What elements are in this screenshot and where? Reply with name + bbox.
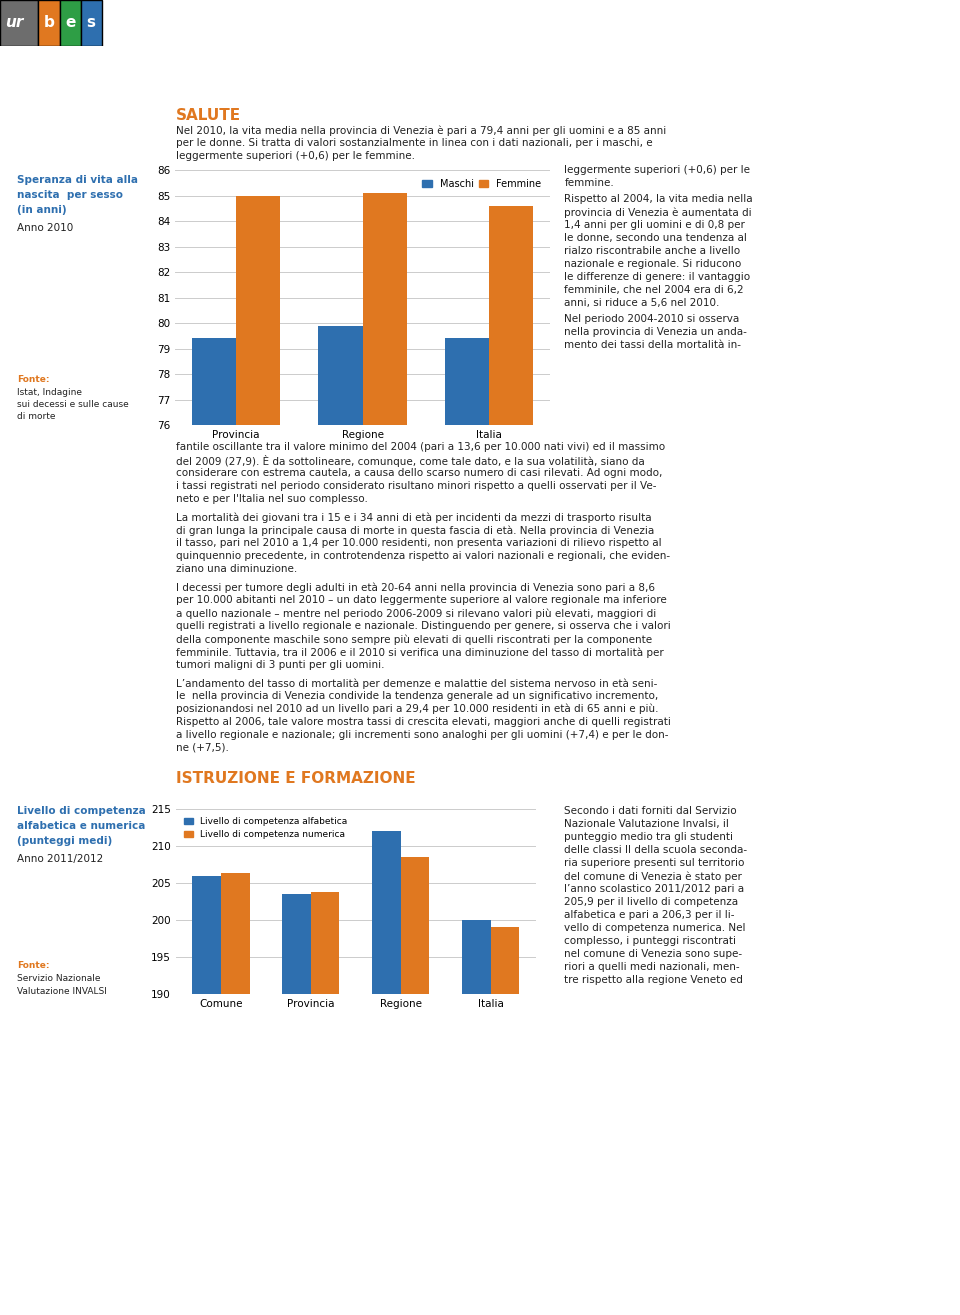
Text: posizionandosi nel 2010 ad un livello pari a 29,4 per 10.000 residenti in età di: posizionandosi nel 2010 ad un livello pa… xyxy=(176,704,659,714)
Bar xyxy=(311,892,340,1315)
Text: Livello di competenza: Livello di competenza xyxy=(17,806,146,817)
Text: Nel 2010, la vita media nella provincia di Venezia è pari a 79,4 anni per gli uo: Nel 2010, la vita media nella provincia … xyxy=(176,125,666,135)
Text: le  nella provincia di Venezia condivide la tendenza generale ad un significativ: le nella provincia di Venezia condivide … xyxy=(176,690,658,701)
Text: e: e xyxy=(65,14,75,30)
Text: quinquennio precedente, in controtendenza rispetto ai valori nazionali e regiona: quinquennio precedente, in controtendenz… xyxy=(176,551,670,562)
Bar xyxy=(192,876,221,1315)
Text: Servizio Nazionale: Servizio Nazionale xyxy=(17,974,101,984)
Text: (in anni): (in anni) xyxy=(17,205,67,214)
Text: b: b xyxy=(43,14,55,30)
Text: di morte: di morte xyxy=(17,412,56,421)
Text: leggermente superiori (+0,6) per le femmine.: leggermente superiori (+0,6) per le femm… xyxy=(176,151,415,160)
Text: le differenze di genere: il vantaggio: le differenze di genere: il vantaggio xyxy=(564,272,751,281)
Text: Rispetto al 2006, tale valore mostra tassi di crescita elevati, maggiori anche d: Rispetto al 2006, tale valore mostra tas… xyxy=(176,717,670,727)
Text: Fonte:: Fonte: xyxy=(17,961,50,970)
Text: Anno 2011/2012: Anno 2011/2012 xyxy=(17,855,104,864)
Text: alfabetica e numerica: alfabetica e numerica xyxy=(17,821,146,831)
Bar xyxy=(400,857,429,1315)
Text: complesso, i punteggi riscontrati: complesso, i punteggi riscontrati xyxy=(564,936,736,947)
Text: quelli registrati a livello regionale e nazionale. Distinguendo per genere, si o: quelli registrati a livello regionale e … xyxy=(176,621,670,631)
Text: femmine.: femmine. xyxy=(564,178,614,188)
Text: (punteggi medi): (punteggi medi) xyxy=(17,836,112,846)
Text: anni, si riduce a 5,6 nel 2010.: anni, si riduce a 5,6 nel 2010. xyxy=(564,299,720,308)
FancyBboxPatch shape xyxy=(0,0,38,46)
Legend: Maschi, Femmine: Maschi, Femmine xyxy=(419,175,545,192)
Text: delle classi II della scuola seconda-: delle classi II della scuola seconda- xyxy=(564,846,748,855)
Text: Secondo i dati forniti dal Servizio: Secondo i dati forniti dal Servizio xyxy=(564,806,737,817)
Text: vello di competenza numerica. Nel: vello di competenza numerica. Nel xyxy=(564,923,746,934)
Text: neto e per l'Italia nel suo complesso.: neto e per l'Italia nel suo complesso. xyxy=(176,494,368,504)
Text: femminile, che nel 2004 era di 6,2: femminile, che nel 2004 era di 6,2 xyxy=(564,285,744,295)
Text: femminile. Tuttavia, tra il 2006 e il 2010 si verifica una diminuzione del tasso: femminile. Tuttavia, tra il 2006 e il 20… xyxy=(176,647,663,658)
Text: il tasso, pari nel 2010 a 1,4 per 10.000 residenti, non presenta variazioni di r: il tasso, pari nel 2010 a 1,4 per 10.000… xyxy=(176,538,661,548)
Text: per le donne. Si tratta di valori sostanzialmente in linea con i dati nazionali,: per le donne. Si tratta di valori sostan… xyxy=(176,138,652,149)
FancyBboxPatch shape xyxy=(38,0,60,46)
Bar xyxy=(192,338,236,1315)
Text: ne (+7,5).: ne (+7,5). xyxy=(176,743,228,753)
Text: 205,9 per il livello di competenza: 205,9 per il livello di competenza xyxy=(564,897,738,907)
Text: leggermente superiori (+0,6) per le: leggermente superiori (+0,6) per le xyxy=(564,164,751,175)
Text: sui decessi e sulle cause: sui decessi e sulle cause xyxy=(17,400,129,409)
Bar xyxy=(444,338,489,1315)
Bar xyxy=(489,205,533,1315)
Text: nel comune di Venezia sono supe-: nel comune di Venezia sono supe- xyxy=(564,949,743,959)
Text: 51: 51 xyxy=(470,1283,490,1297)
Text: tumori maligni di 3 punti per gli uomini.: tumori maligni di 3 punti per gli uomini… xyxy=(176,660,384,671)
Text: mento dei tassi della mortalità in-: mento dei tassi della mortalità in- xyxy=(564,341,741,350)
Bar xyxy=(282,894,311,1315)
Text: Speranza di vita alla: Speranza di vita alla xyxy=(17,175,138,185)
Text: Fonte:: Fonte: xyxy=(17,375,50,384)
Text: fantile oscillante tra il valore minimo del 2004 (pari a 13,6 per 10.000 nati vi: fantile oscillante tra il valore minimo … xyxy=(176,442,665,452)
Text: a quello nazionale – mentre nel periodo 2006-2009 si rilevano valori più elevati: a quello nazionale – mentre nel periodo … xyxy=(176,608,656,618)
Bar xyxy=(372,831,400,1315)
Text: l’anno scolastico 2011/2012 pari a: l’anno scolastico 2011/2012 pari a xyxy=(564,884,745,894)
FancyBboxPatch shape xyxy=(60,0,81,46)
Legend: Livello di competenza alfabetica, Livello di competenza numerica: Livello di competenza alfabetica, Livell… xyxy=(180,813,351,843)
Text: riori a quelli medi nazionali, men-: riori a quelli medi nazionali, men- xyxy=(564,963,740,972)
Text: considerare con estrema cautela, a causa dello scarso numero di casi rilevati. A: considerare con estrema cautela, a causa… xyxy=(176,468,662,477)
Text: per 10.000 abitanti nel 2010 – un dato leggermente superiore al valore regionale: per 10.000 abitanti nel 2010 – un dato l… xyxy=(176,594,666,605)
Text: della componente maschile sono sempre più elevati di quelli riscontrati per la c: della componente maschile sono sempre pi… xyxy=(176,634,652,644)
Text: I decessi per tumore degli adulti in età 20-64 anni nella provincia di Venezia s: I decessi per tumore degli adulti in età… xyxy=(176,583,655,593)
Text: Venezia: Venezia xyxy=(850,12,941,32)
Text: s: s xyxy=(86,14,96,30)
Text: del comune di Venezia è stato per: del comune di Venezia è stato per xyxy=(564,871,742,881)
Text: ziano una diminuzione.: ziano una diminuzione. xyxy=(176,564,297,575)
Text: 1,4 anni per gli uomini e di 0,8 per: 1,4 anni per gli uomini e di 0,8 per xyxy=(564,220,745,230)
Text: SALUTE: SALUTE xyxy=(176,108,241,124)
Text: L’andamento del tasso di mortalità per demenze e malattie del sistema nervoso in: L’andamento del tasso di mortalità per d… xyxy=(176,679,657,689)
FancyBboxPatch shape xyxy=(81,0,102,46)
Bar xyxy=(236,196,280,1315)
Text: ISTRUZIONE E FORMAZIONE: ISTRUZIONE E FORMAZIONE xyxy=(176,771,416,786)
Text: Nel periodo 2004-2010 si osserva: Nel periodo 2004-2010 si osserva xyxy=(564,314,740,323)
Bar xyxy=(319,326,363,1315)
Text: Rispetto al 2004, la vita media nella: Rispetto al 2004, la vita media nella xyxy=(564,195,753,204)
Text: ria superiore presenti sul territorio: ria superiore presenti sul territorio xyxy=(564,859,745,868)
Bar xyxy=(221,873,250,1315)
Text: provincia di Venezia è aumentata di: provincia di Venezia è aumentata di xyxy=(564,206,752,217)
Text: nazionale e regionale. Si riducono: nazionale e regionale. Si riducono xyxy=(564,259,742,270)
Bar xyxy=(462,919,491,1315)
Text: del 2009 (27,9). È da sottolineare, comunque, come tale dato, e la sua volatilit: del 2009 (27,9). È da sottolineare, comu… xyxy=(176,455,644,467)
Text: a livello regionale e nazionale; gli incrementi sono analoghi per gli uomini (+7: a livello regionale e nazionale; gli inc… xyxy=(176,730,668,740)
Bar xyxy=(491,927,519,1315)
Text: Istat, Indagine: Istat, Indagine xyxy=(17,388,83,397)
Text: nella provincia di Venezia un anda-: nella provincia di Venezia un anda- xyxy=(564,327,747,337)
Bar xyxy=(363,193,407,1315)
Text: ur: ur xyxy=(5,14,23,30)
Text: alfabetica e pari a 206,3 per il li-: alfabetica e pari a 206,3 per il li- xyxy=(564,910,735,920)
Text: La mortalità dei giovani tra i 15 e i 34 anni di età per incidenti da mezzi di t: La mortalità dei giovani tra i 15 e i 34… xyxy=(176,512,651,522)
Text: rialzo riscontrabile anche a livello: rialzo riscontrabile anche a livello xyxy=(564,246,740,256)
Text: Valutazione INVALSI: Valutazione INVALSI xyxy=(17,988,108,997)
Text: nascita  per sesso: nascita per sesso xyxy=(17,189,123,200)
Text: di gran lunga la principale causa di morte in questa fascia di età. Nella provin: di gran lunga la principale causa di mor… xyxy=(176,525,654,535)
Text: i tassi registrati nel periodo considerato risultano minori rispetto a quelli os: i tassi registrati nel periodo considera… xyxy=(176,481,657,490)
Text: le donne, secondo una tendenza al: le donne, secondo una tendenza al xyxy=(564,233,747,243)
Text: Anno 2010: Anno 2010 xyxy=(17,224,74,233)
Text: punteggio medio tra gli studenti: punteggio medio tra gli studenti xyxy=(564,832,733,842)
Text: tre rispetto alla regione Veneto ed: tre rispetto alla regione Veneto ed xyxy=(564,976,743,985)
Text: Nazionale Valutazione Invalsi, il: Nazionale Valutazione Invalsi, il xyxy=(564,819,730,830)
